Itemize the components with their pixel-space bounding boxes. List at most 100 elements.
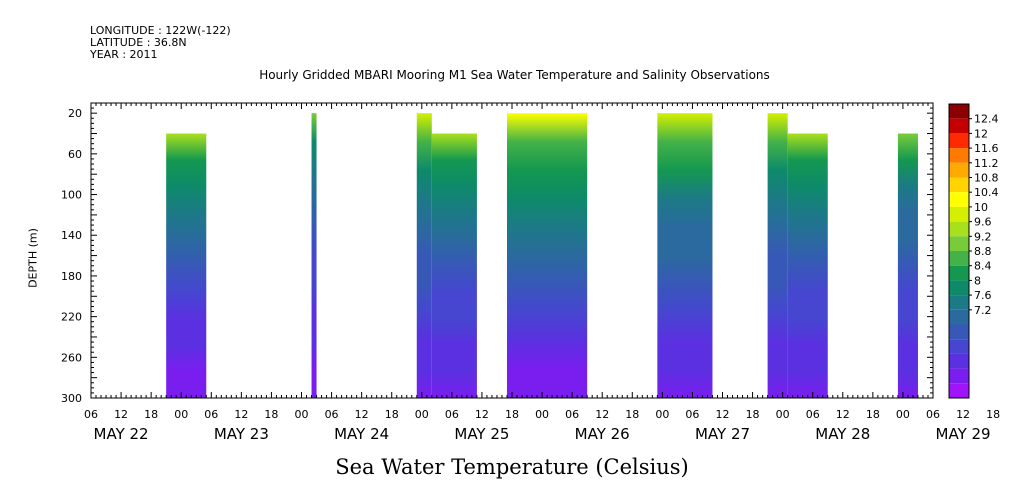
colorbar-swatch — [949, 192, 969, 207]
colorbar-swatch — [949, 118, 969, 134]
colorbar: 12.412 11.6 11.2 10.810.4 10 9.69.2 8.8 8.48 7.6… — [948, 103, 999, 399]
colorbar-label: 8.8 — [974, 245, 992, 258]
y-tick-label: 220 — [61, 311, 82, 324]
x-tick-label: 18 — [144, 408, 158, 421]
x-tick-label: 06 — [926, 408, 940, 421]
colorbar-swatch — [949, 206, 969, 222]
data-segment — [506, 113, 588, 398]
y-tick-label: 180 — [61, 270, 82, 283]
colorbar-swatch — [949, 353, 969, 369]
x-tick-label: 00 — [415, 408, 429, 421]
x-tick-label: 18 — [746, 408, 760, 421]
x-tick-label: 06 — [325, 408, 339, 421]
colorbar-swatch — [949, 309, 969, 325]
colorbar-swatch — [949, 265, 969, 281]
data-segment — [657, 113, 713, 398]
x-tick-label: 06 — [806, 408, 820, 421]
y-tick-label: 100 — [61, 189, 82, 202]
colorbar-label: 8.4 — [974, 260, 992, 273]
colorbar-label: 10 — [974, 201, 988, 214]
data-segment — [897, 133, 918, 398]
x-tick-label: 18 — [264, 408, 278, 421]
x-day-label: MAY 22 — [94, 425, 149, 443]
x-day-label: MAY 24 — [334, 425, 389, 443]
colorbar-label: 11.2 — [974, 157, 999, 170]
colorbar-swatch — [949, 251, 969, 266]
colorbar-label: 10.8 — [974, 172, 999, 185]
colorbar-label: 12.4 — [974, 113, 999, 126]
data-segment — [166, 133, 207, 398]
x-tick-label: 00 — [295, 408, 309, 421]
colorbar-label: 7.2 — [974, 304, 992, 317]
x-tick-label: 00 — [655, 408, 669, 421]
colorbar-swatch — [949, 383, 969, 398]
x-tick-label: 06 — [445, 408, 459, 421]
colorbar-swatch — [949, 221, 969, 237]
longitude-label: LONGITUDE : 122W(-122) — [90, 24, 231, 37]
x-axis: 06 12 18 00 06 12 18 00 06 12 18 00 06 12 18 00 06 12 18 00… — [84, 103, 1000, 443]
x-tick-label: 12 — [234, 408, 248, 421]
x-tick-label: 12 — [716, 408, 730, 421]
colorbar-swatch — [949, 133, 969, 149]
colorbar-swatch — [949, 280, 969, 296]
data-segment — [787, 133, 828, 398]
colorbar-label: 11.6 — [974, 142, 999, 155]
x-tick-label: 00 — [776, 408, 790, 421]
data-segment — [311, 113, 317, 398]
year-label: YEAR : 2011 — [90, 48, 158, 61]
colorbar-swatch — [949, 324, 969, 340]
colorbar-swatch — [949, 295, 969, 310]
x-tick-label: 06 — [204, 408, 218, 421]
x-tick-label: 18 — [625, 408, 639, 421]
colorbar-label: 9.6 — [974, 216, 992, 229]
x-tick-label: 06 — [565, 408, 579, 421]
data-segment — [767, 113, 788, 398]
y-tick-label: 260 — [61, 351, 82, 364]
x-tick-label: 12 — [114, 408, 128, 421]
chart-title: Hourly Gridded MBARI Mooring M1 Sea Wate… — [259, 68, 770, 82]
colorbar-swatch — [949, 162, 969, 178]
x-tick-label: 12 — [595, 408, 609, 421]
colorbar-swatch — [949, 104, 969, 119]
x-day-label: MAY 23 — [214, 425, 269, 443]
y-tick-label: 140 — [61, 229, 82, 242]
x-tick-label: 18 — [986, 408, 1000, 421]
x-day-label: MAY 28 — [815, 425, 870, 443]
x-axis-title: Sea Water Temperature (Celsius) — [335, 455, 689, 479]
colorbar-label: 7.6 — [974, 289, 992, 302]
data-segment — [431, 133, 477, 398]
colorbar-swatch — [949, 177, 969, 193]
colorbar-swatch — [949, 148, 969, 163]
colorbar-label: 8 — [974, 274, 981, 287]
x-tick-label: 06 — [685, 408, 699, 421]
x-tick-label: 06 — [84, 408, 98, 421]
x-tick-label: 12 — [836, 408, 850, 421]
colorbar-label: 12 — [974, 127, 988, 140]
colorbar-label: 9.2 — [974, 230, 992, 243]
x-day-label: MAY 29 — [936, 425, 991, 443]
y-tick-label: 300 — [61, 392, 82, 405]
x-tick-label: 18 — [866, 408, 880, 421]
x-tick-label: 12 — [475, 408, 489, 421]
x-tick-label: 00 — [896, 408, 910, 421]
colorbar-swatch — [949, 236, 969, 251]
x-tick-label: 00 — [535, 408, 549, 421]
colorbar-label: 10.4 — [974, 186, 999, 199]
x-tick-label: 18 — [385, 408, 399, 421]
x-day-label: MAY 26 — [575, 425, 630, 443]
x-day-label: MAY 25 — [454, 425, 509, 443]
latitude-label: LATITUDE : 36.8N — [90, 36, 187, 49]
data-segments — [166, 113, 918, 398]
x-tick-label: 12 — [956, 408, 970, 421]
x-day-label: MAY 27 — [695, 425, 750, 443]
colorbar-swatch — [949, 368, 969, 384]
x-tick-label: 12 — [355, 408, 369, 421]
x-tick-label: 00 — [174, 408, 188, 421]
y-tick-label: 20 — [68, 107, 82, 120]
y-axis: 20 60 100 140 180 220 260 300 — [61, 102, 933, 405]
colorbar-swatch — [949, 339, 969, 354]
x-tick-label: 18 — [505, 408, 519, 421]
y-tick-label: 60 — [68, 148, 82, 161]
data-segment — [416, 113, 432, 398]
